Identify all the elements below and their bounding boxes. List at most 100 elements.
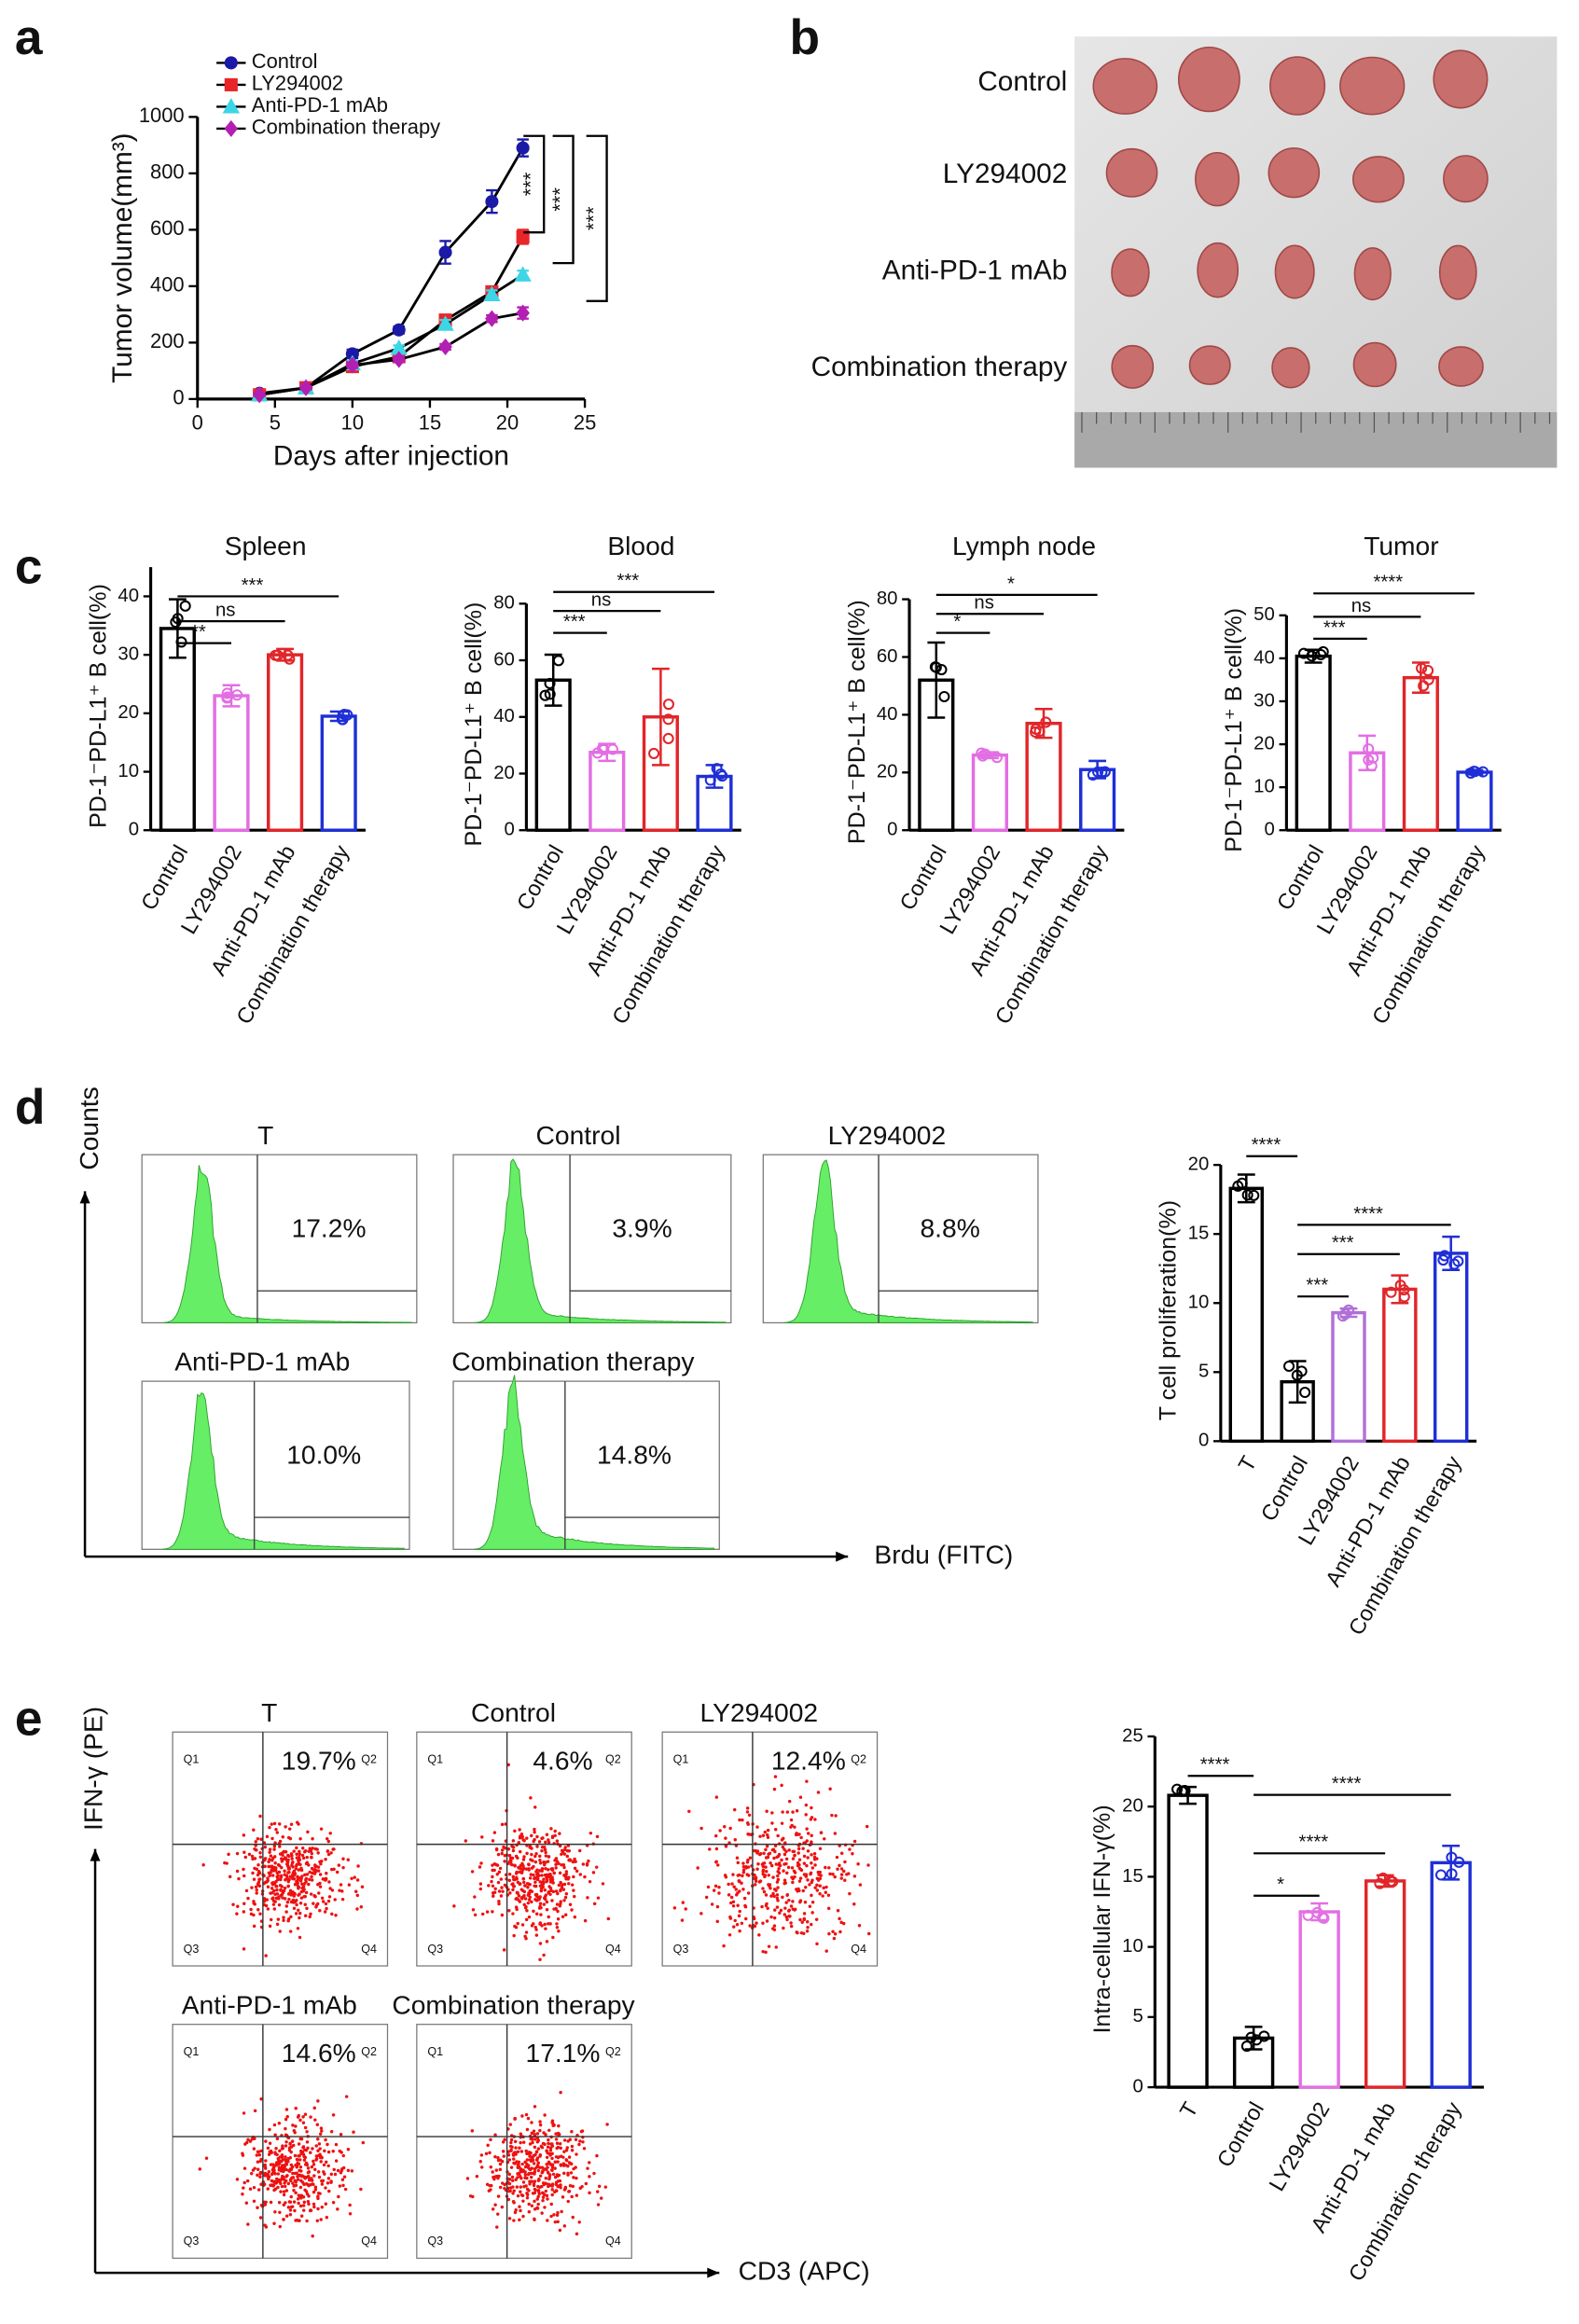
histogram [162,1392,405,1550]
event-dot [508,2123,512,2126]
event-dot [519,2185,522,2189]
event-dot [545,1879,549,1883]
event-dot [268,2141,272,2145]
event-dot [329,2172,334,2177]
event-dot [772,1924,777,1928]
event-dot [521,1866,526,1871]
event-dot [813,1863,817,1867]
event-dot [546,1868,550,1872]
event-dot [572,2176,575,2179]
event-dot [524,2149,528,2153]
event-dot [555,2146,559,2151]
event-dot [807,1832,810,1835]
event-dot [535,2132,540,2136]
event-dot [279,1888,283,1892]
event-dot [527,1915,532,1919]
event-dot [512,1884,516,1888]
event-dot [566,2164,570,2168]
event-dot [764,1950,768,1955]
event-dot [528,2182,532,2186]
event-dot [821,1894,824,1898]
event-dot [256,2150,261,2154]
event-dot [303,2148,307,2151]
event-dot [308,1915,312,1919]
event-dot [839,1867,844,1871]
quadrant-label: Q4 [605,2234,621,2248]
event-dot [716,1863,720,1867]
event-dot [518,2205,521,2208]
event-dot [561,2162,566,2165]
event-dot [252,1877,256,1881]
event-dot [787,1898,791,1902]
event-dot [808,1883,811,1887]
bar [1430,1861,1472,2089]
event-dot [332,1867,336,1872]
event-dot [780,1821,784,1825]
event-dot [305,2130,309,2134]
event-dot [761,1870,765,1874]
event-dot [810,1833,813,1837]
event-dot [519,1863,522,1868]
event-dot [558,2228,562,2233]
y-tick-label: 25 [1122,1725,1143,1746]
event-dot [313,1865,317,1869]
data-point [221,692,233,704]
event-dot [243,2142,247,2146]
event-dot [547,1915,550,1919]
event-dot [502,1948,506,1952]
event-dot [596,1896,601,1900]
event-dot [558,1844,562,1848]
data-point [1385,1286,1397,1298]
event-dot [326,2177,331,2180]
event-dot [272,1907,277,1911]
data-point [1087,768,1099,782]
event-dot [555,1839,560,1843]
event-dot [242,1902,246,1905]
event-dot [235,2178,240,2181]
event-dot [713,1833,718,1838]
event-dot [293,2153,298,2158]
event-dot [299,2149,303,2153]
event-dot [762,1889,767,1894]
y-tick-label: 0 [1265,820,1275,840]
event-dot [547,1891,550,1895]
event-dot [508,1891,512,1895]
event-dot [798,1868,803,1872]
event-dot [294,2106,298,2110]
event-dot [518,1849,522,1854]
data-point [1339,1308,1351,1321]
event-dot [833,1932,838,1936]
event-dot [561,2155,565,2159]
event-dot [745,1810,750,1814]
event-dot [223,1861,227,1865]
event-dot [350,1876,353,1881]
event-dot [488,2151,492,2155]
event-dot [340,1897,345,1902]
photo-row-label: LY294002 [943,159,1068,189]
event-dot [568,2162,573,2165]
data-point [1245,2031,1257,2043]
event-dot [571,2184,575,2189]
event-dot [594,1865,599,1869]
marker [516,229,530,243]
event-dot [284,1859,289,1862]
event-dot [297,1885,301,1889]
event-dot [723,1874,727,1877]
event-dot [523,1934,527,1939]
event-dot [270,2183,273,2187]
event-dot [322,2170,325,2174]
event-dot [535,1834,539,1839]
event-dot [710,1902,714,1906]
event-dot [528,1882,532,1887]
data-point [598,743,610,755]
event-dot [242,2111,246,2115]
event-dot [267,1871,271,1875]
event-dot [836,1867,839,1871]
event-dot [325,1849,330,1854]
y-tick-label: 5 [1198,1362,1209,1382]
event-dot [541,1882,546,1886]
event-dot [833,1874,837,1879]
significance-label: *** [1323,617,1346,638]
event-dot [561,1863,566,1867]
event-dot [246,2222,250,2226]
